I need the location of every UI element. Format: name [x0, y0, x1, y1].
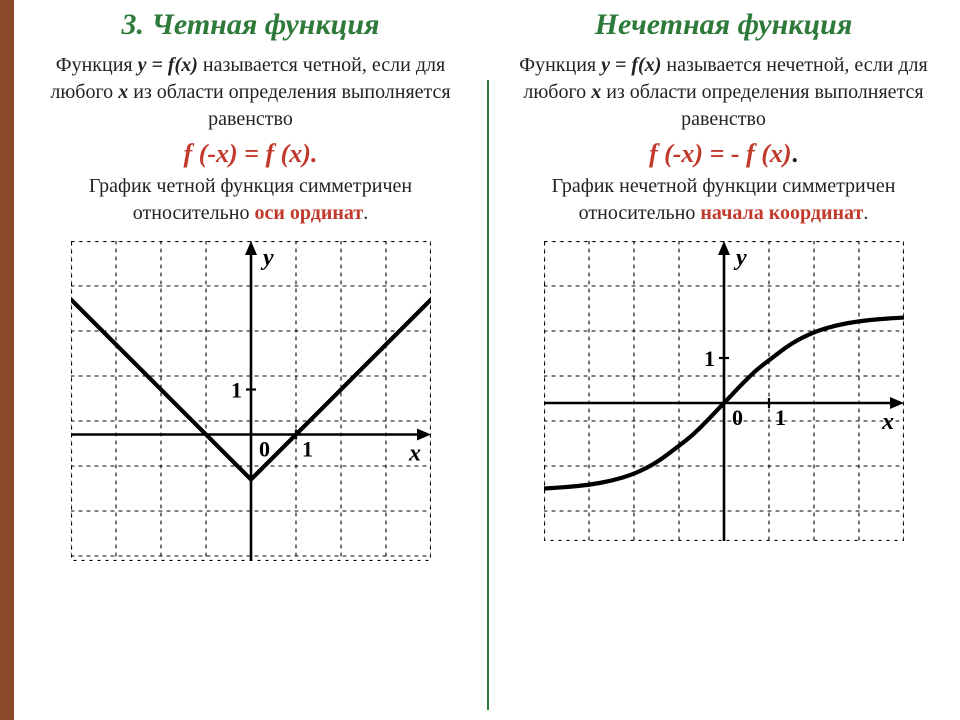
- svg-text:0: 0: [732, 405, 743, 430]
- right-symm-hl: начала координат: [700, 202, 863, 224]
- right-column: Нечетная функция Функция y = f(x) называ…: [487, 0, 960, 720]
- right-graph: y x 0 1 1: [544, 241, 904, 541]
- right-def-func: y = f(x): [601, 54, 661, 76]
- right-formula-lhs: f (-x) = - f (x): [649, 139, 792, 168]
- left-def-func: y = f(x): [138, 54, 198, 76]
- svg-text:y: y: [733, 245, 747, 271]
- column-divider: [487, 80, 489, 710]
- left-symm-hl: оси ординат: [254, 202, 363, 224]
- right-symmetry: График нечетной функции симметричен отно…: [505, 173, 942, 227]
- svg-text:y: y: [260, 245, 274, 271]
- left-title: 3. Четная функция: [121, 8, 379, 42]
- right-def-x: x: [591, 81, 601, 103]
- right-def-prefix: Функция: [519, 54, 601, 76]
- svg-text:0: 0: [259, 437, 270, 462]
- left-definition: Функция y = f(x) называется четной, если…: [32, 52, 469, 133]
- left-column: 3. Четная функция Функция y = f(x) назыв…: [14, 0, 487, 720]
- svg-text:1: 1: [302, 437, 313, 462]
- right-def-suffix: из области определения выполняется равен…: [601, 81, 923, 130]
- right-formula-dot: .: [792, 139, 799, 168]
- right-formula: f (-x) = - f (x).: [649, 139, 798, 169]
- left-def-x: x: [118, 81, 128, 103]
- left-def-suffix: из области определения выполняется равен…: [128, 81, 450, 130]
- left-graph-svg: y x 0 1 1: [71, 241, 431, 561]
- svg-text:x: x: [408, 441, 421, 467]
- left-symm-suffix: .: [363, 202, 368, 224]
- right-title: Нечетная функция: [595, 8, 853, 42]
- right-definition: Функция y = f(x) называется нечетной, ес…: [505, 52, 942, 133]
- svg-text:1: 1: [704, 346, 715, 371]
- left-def-prefix: Функция: [56, 54, 138, 76]
- left-graph: y x 0 1 1: [71, 241, 431, 561]
- svg-text:x: x: [881, 409, 894, 435]
- side-band: [0, 0, 14, 720]
- left-formula: f (-x) = f (x).: [184, 139, 318, 169]
- right-graph-svg: y x 0 1 1: [544, 241, 904, 541]
- right-symm-suffix: .: [863, 202, 868, 224]
- left-symmetry: График четной функция симметричен относи…: [32, 173, 469, 227]
- svg-text:1: 1: [775, 405, 786, 430]
- svg-text:1: 1: [231, 378, 242, 403]
